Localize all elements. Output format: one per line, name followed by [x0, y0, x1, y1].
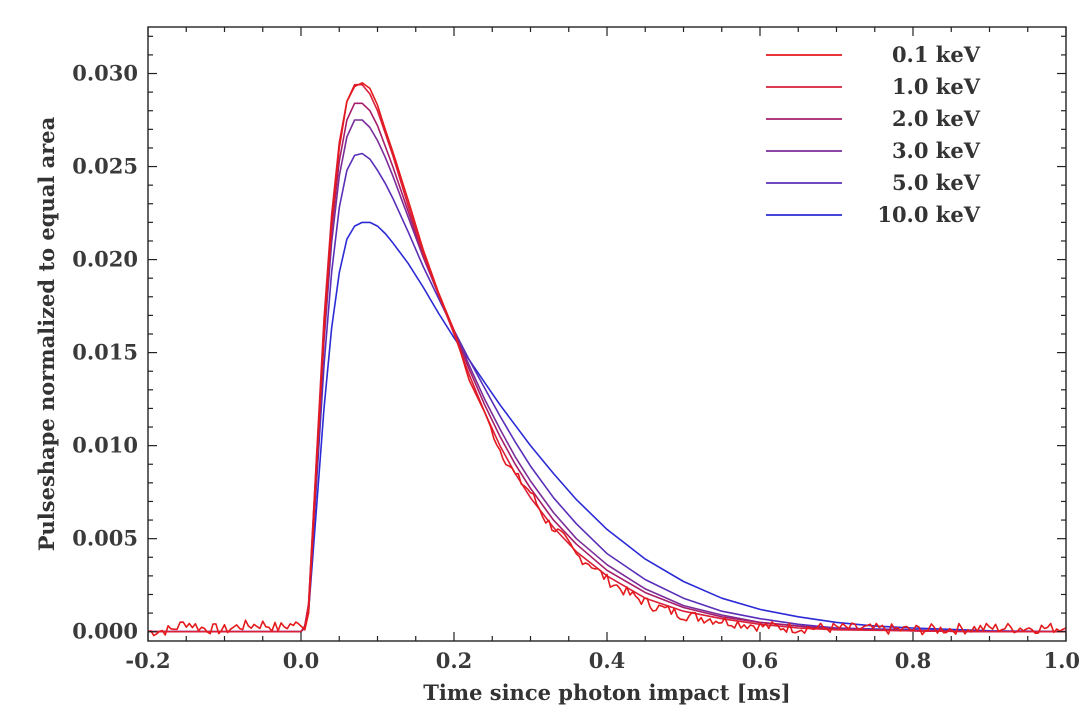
tick-marks	[147, 27, 1067, 641]
y-tick-label: 0.030	[72, 61, 138, 86]
y-tick-label: 0.005	[72, 526, 138, 551]
x-tick-labels: -0.2 0.0 0.2 0.4 0.6 0.8 1.0	[125, 648, 1080, 673]
series-line-1-0-kev	[148, 83, 1066, 633]
x-tick-label: 0.4	[589, 648, 626, 673]
x-tick-label: 0.0	[283, 648, 320, 673]
legend-label: 3.0 keV	[892, 138, 981, 163]
y-tick-label: 0.015	[72, 340, 138, 365]
series-line-3-0-kev	[148, 119, 1066, 633]
x-axis-title: Time since photon impact [ms]	[423, 680, 790, 705]
series-layer	[148, 82, 1066, 637]
legend-label: 10.0 keV	[877, 202, 980, 227]
legend-label: 0.1 keV	[892, 42, 981, 67]
series-line-5-0-kev	[148, 152, 1066, 633]
legend: 0.1 keV 1.0 keV 2.0 keV 3.0 keV 5.0 keV 10.0 …	[766, 42, 981, 227]
x-tick-label: 0.2	[436, 648, 473, 673]
x-tick-label: 0.6	[742, 648, 779, 673]
y-tick-labels: 0.000 0.005 0.010 0.015 0.020 0.025 0.030	[72, 61, 138, 644]
y-axis-title: Pulseshape normalized to equal area	[34, 116, 59, 551]
x-tick-label: 0.8	[895, 648, 932, 673]
legend-label: 2.0 keV	[892, 106, 981, 131]
y-tick-label: 0.020	[72, 247, 138, 272]
series-line-0-1-kev	[148, 82, 1066, 637]
series-line-10-0-kev	[148, 221, 1066, 633]
legend-label: 5.0 keV	[892, 170, 981, 195]
x-tick-label: 1.0	[1043, 648, 1080, 673]
y-tick-label: 0.010	[72, 433, 138, 458]
legend-label: 1.0 keV	[892, 74, 981, 99]
y-tick-label: 0.000	[72, 619, 138, 644]
x-tick-label: -0.2	[125, 648, 170, 673]
y-tick-label: 0.025	[72, 154, 138, 179]
